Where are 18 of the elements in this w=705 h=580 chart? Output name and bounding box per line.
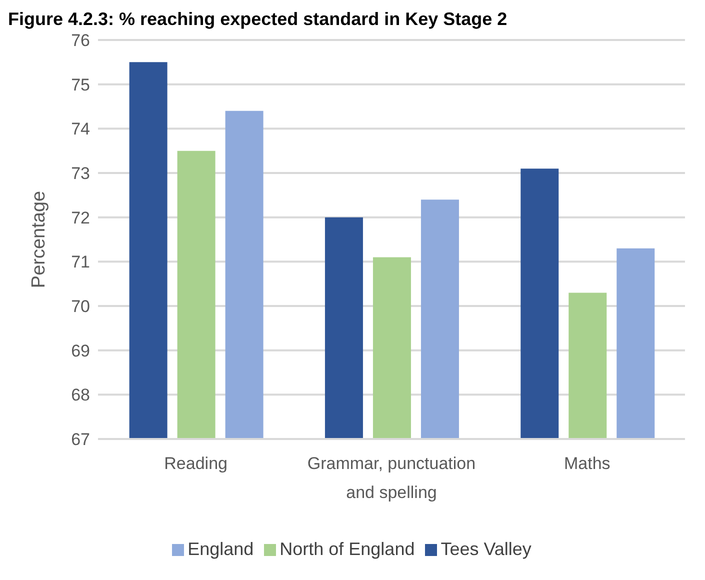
y-tick-label: 67: [71, 430, 90, 450]
y-tick-label: 70: [71, 297, 90, 316]
y-tick-label: 73: [71, 164, 90, 184]
y-tick-label: 75: [71, 75, 90, 94]
legend-label: Tees Valley: [440, 539, 532, 559]
x-tick-label: Grammar, punctuation and spelling: [307, 454, 476, 502]
y-axis-title: Percentage: [28, 190, 50, 288]
y-tick-label: 76: [71, 31, 90, 50]
chart-title: Figure 4.2.3: % reaching expected standard in Key Stage 2: [8, 8, 508, 30]
y-tick-label: 72: [71, 208, 90, 228]
y-tick-label: 71: [71, 252, 90, 272]
y-tick-label: 69: [71, 341, 90, 360]
legend-label: North of England: [280, 539, 415, 559]
y-tick-label: 68: [71, 386, 90, 405]
x-tick-label: Reading: [164, 454, 228, 473]
y-tick-label: 74: [71, 120, 90, 139]
x-tick-label: Maths: [564, 454, 610, 473]
legend-label: England: [188, 539, 254, 559]
